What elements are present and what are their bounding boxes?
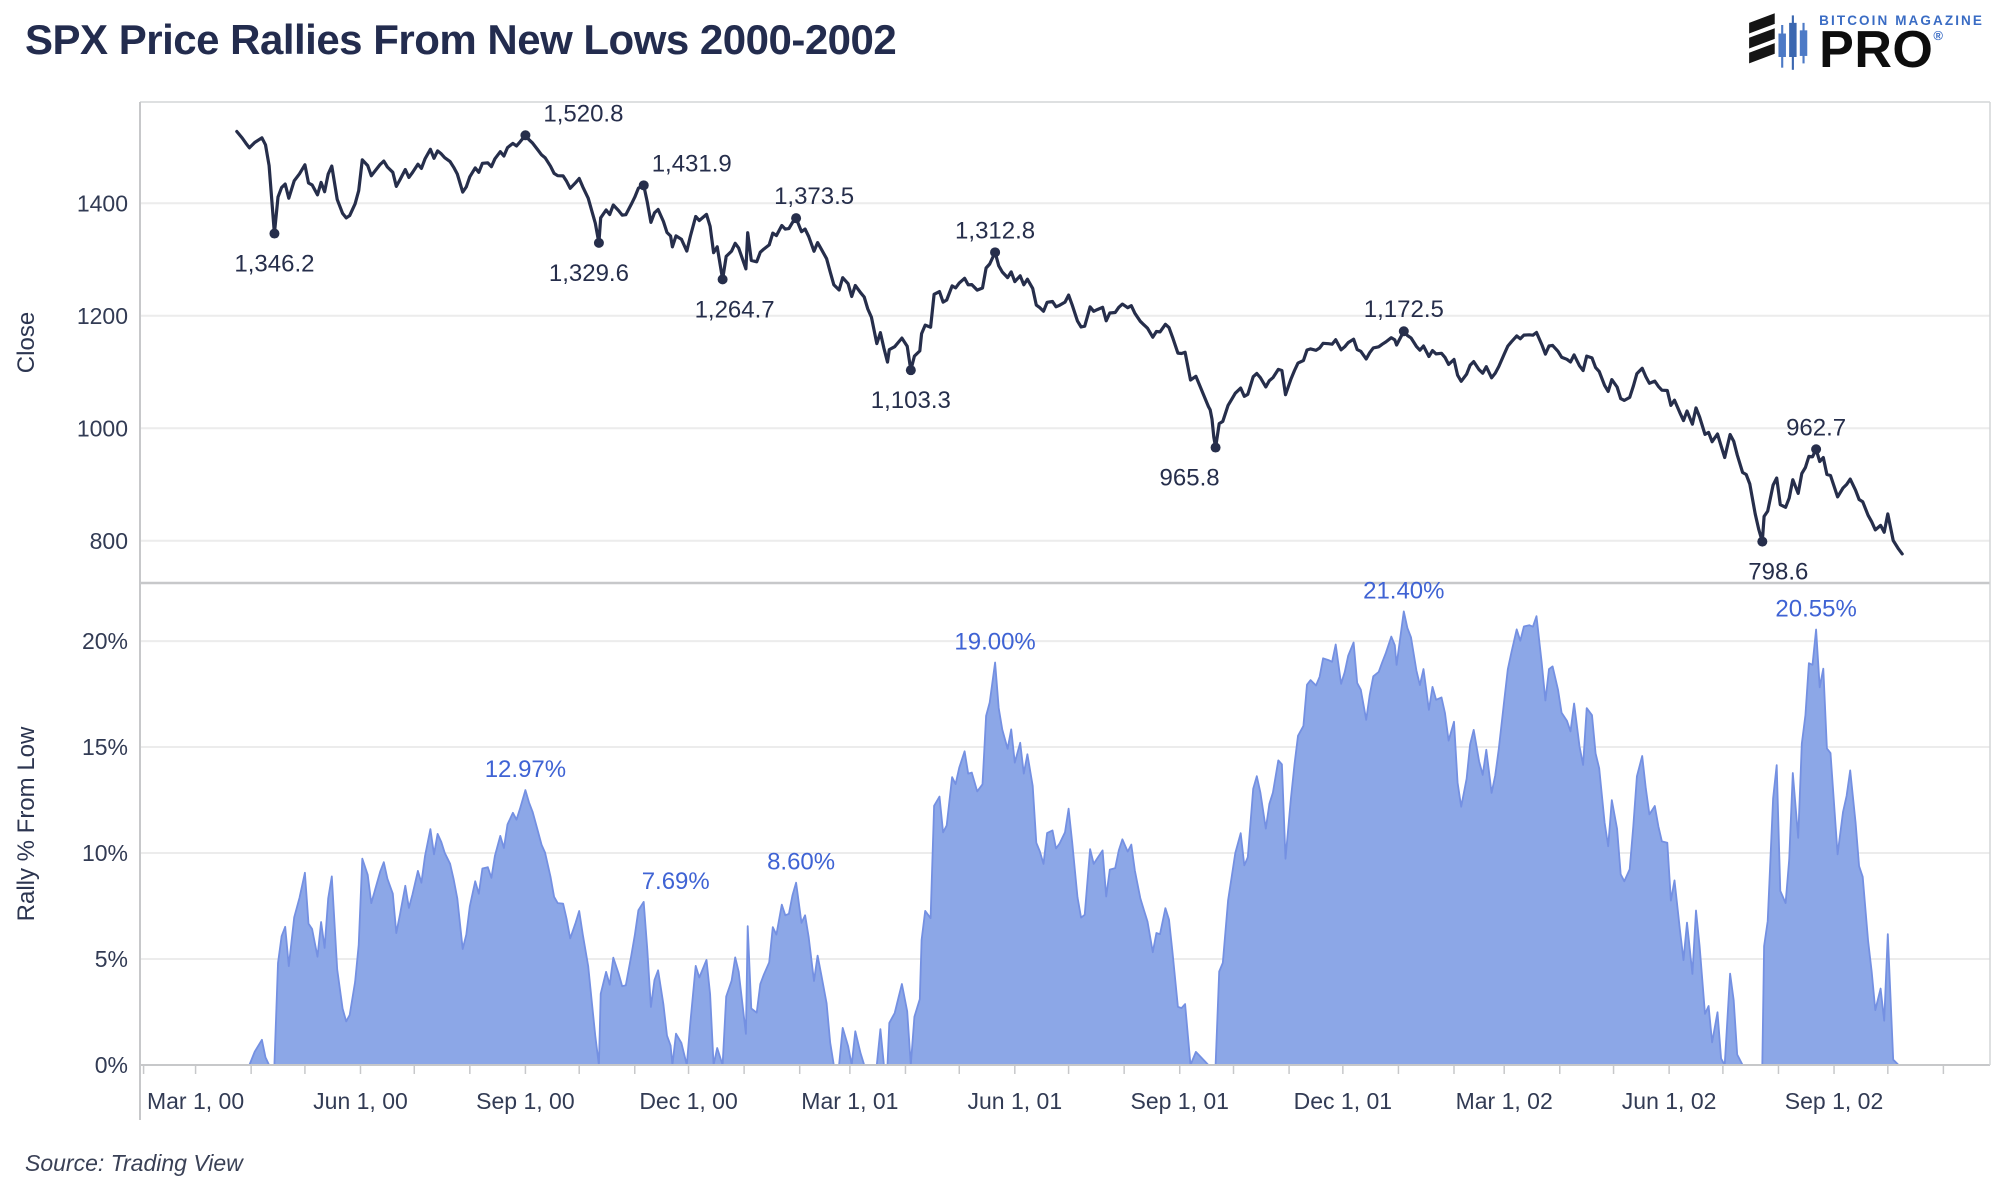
x-tick-label: Sep 1, 01 (1130, 1088, 1228, 1114)
spx-close-line (235, 129, 1904, 556)
price-annotation-label: 965.8 (1160, 465, 1220, 492)
x-tick-label: Sep 1, 00 (476, 1088, 574, 1114)
rally-annotation-label: 20.55% (1775, 595, 1856, 622)
rally-area-fill (236, 611, 1903, 1065)
logo-brand-text: BITCOIN MAGAZINE (1819, 12, 1984, 28)
x-tick-label: Dec 1, 00 (639, 1088, 737, 1114)
price-data-point-marker (1210, 442, 1221, 453)
price-data-point-marker (269, 228, 280, 239)
x-tick-label: Jun 1, 01 (967, 1088, 1062, 1114)
price-data-point-marker (1398, 326, 1409, 337)
price-annotation-label: 1,103.3 (871, 387, 951, 414)
x-tick-label: Mar 1, 02 (1456, 1088, 1553, 1114)
rally-axis-title: Rally % From Low (13, 726, 40, 921)
rally-annotation-label: 12.97% (485, 756, 566, 783)
x-tick-label: Mar 1, 01 (801, 1088, 898, 1114)
spx-rally-chart: 800 1000 1200 1400 0% 5% 10% 15% 20% Mar 1, 00 Jun… (13, 100, 1991, 1120)
y-tick-label-price: 800 (90, 528, 128, 554)
y-tick-label-rally: 20% (82, 628, 128, 654)
x-tick-label: Jun 1, 00 (313, 1088, 408, 1114)
price-data-point-marker (990, 247, 1001, 258)
rally-annotation-label: 7.69% (642, 868, 710, 895)
logo-registered-mark: ® (1933, 27, 1943, 43)
price-annotation-label: 798.6 (1748, 559, 1808, 586)
rally-annotation-label: 21.40% (1363, 577, 1444, 604)
price-annotation-label: 1,172.5 (1364, 296, 1444, 323)
x-tick-label: Dec 1, 01 (1294, 1088, 1392, 1114)
logo-candlestick-icon (1749, 13, 1808, 70)
price-annotation-label: 1,346.2 (234, 251, 314, 278)
price-data-point-marker (717, 274, 728, 285)
price-data-point-marker (1757, 536, 1768, 547)
price-annotation-label: 962.7 (1786, 414, 1846, 441)
logo-product-text: PRO (1819, 20, 1934, 79)
price-annotation-label: 1,431.9 (652, 150, 732, 177)
x-tick-label: Mar 1, 00 (147, 1088, 244, 1114)
rally-annotation-label: 19.00% (954, 628, 1035, 655)
price-data-point-marker (905, 365, 916, 376)
price-data-point-marker (638, 180, 649, 191)
rally-area-line (236, 610, 1903, 1066)
x-tick-label: Jun 1, 02 (1622, 1088, 1717, 1114)
page-title: SPX Price Rallies From New Lows 2000-200… (25, 16, 897, 63)
y-tick-label-rally: 15% (82, 734, 128, 760)
price-data-point-marker (593, 237, 604, 248)
y-tick-label-price: 1000 (77, 415, 128, 441)
price-axis-title: Close (13, 312, 40, 373)
y-tick-label-price: 1200 (77, 303, 128, 329)
price-annotation-label: 1,264.7 (695, 296, 775, 323)
price-annotation-label: 1,312.8 (955, 217, 1035, 244)
x-tick-label: Sep 1, 02 (1785, 1088, 1883, 1114)
y-tick-label-price: 1400 (77, 190, 128, 216)
price-annotation-label: 1,329.6 (549, 260, 629, 287)
y-tick-label-rally: 10% (82, 840, 128, 866)
price-annotation-label: 1,520.8 (543, 100, 623, 127)
rally-annotation-label: 8.60% (767, 849, 835, 876)
source-attribution: Source: Trading View (25, 1150, 243, 1176)
price-annotation-label: 1,373.5 (774, 183, 854, 210)
bitcoin-magazine-pro-logo: BITCOIN MAGAZINE PRO ® (1747, 10, 1984, 79)
price-data-point-marker (791, 213, 802, 224)
y-tick-label-rally: 5% (95, 946, 128, 972)
price-data-point-marker (520, 130, 531, 141)
y-tick-label-rally: 0% (95, 1052, 128, 1078)
price-data-point-marker (1811, 444, 1822, 455)
